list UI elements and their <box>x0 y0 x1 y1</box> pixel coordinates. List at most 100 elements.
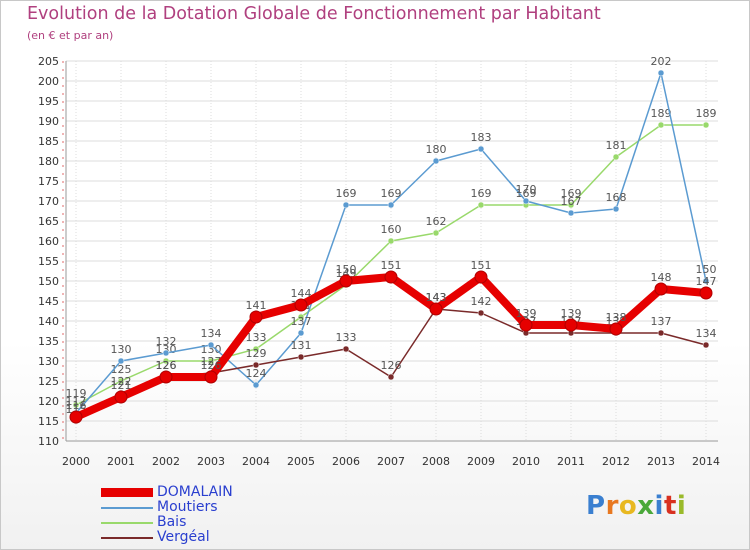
data-point-moutiers <box>117 357 125 365</box>
legend-label-domalain: DOMALAIN <box>157 484 233 500</box>
data-label-vergeal: 133 <box>336 331 357 344</box>
logo-letter: t <box>663 491 677 521</box>
data-label-bais: 189 <box>696 107 717 120</box>
data-point-domalain <box>384 270 398 284</box>
y-tick-label: 175 <box>38 175 59 188</box>
chart-title: Evolution de la Dotation Globale de Fonc… <box>27 4 601 24</box>
data-point-bais <box>432 229 440 237</box>
y-tick-label: 135 <box>38 335 59 348</box>
y-tick-label: 185 <box>38 135 59 148</box>
legend-label-vergeal: Vergéal <box>157 529 210 545</box>
data-label-moutiers: 124 <box>246 367 267 380</box>
y-tick-label: 150 <box>38 275 59 288</box>
y-tick-label: 170 <box>38 195 59 208</box>
data-point-bais <box>702 121 710 129</box>
x-tick-label: 2013 <box>647 455 675 468</box>
data-point-vergeal <box>477 309 485 317</box>
x-tick-label: 2002 <box>152 455 180 468</box>
data-point-domalain <box>474 270 488 284</box>
data-point-domalain <box>699 286 713 300</box>
x-tick-label: 2004 <box>242 455 270 468</box>
y-tick-label: 160 <box>38 235 59 248</box>
data-point-moutiers <box>477 145 485 153</box>
data-point-vergeal <box>657 329 665 337</box>
data-point-bais <box>387 237 395 245</box>
logo-letter: r <box>605 491 619 521</box>
y-tick-label: 115 <box>38 415 59 428</box>
x-tick-label: 2003 <box>197 455 225 468</box>
x-tick-label: 2005 <box>287 455 315 468</box>
data-point-moutiers <box>612 205 620 213</box>
logo-letter: P <box>586 491 606 521</box>
data-label-moutiers: 183 <box>471 131 492 144</box>
data-label-moutiers: 169 <box>336 187 357 200</box>
data-label-bais: 162 <box>426 215 447 228</box>
legend-label-bais: Bais <box>157 514 187 530</box>
y-tick-label: 145 <box>38 295 59 308</box>
data-label-domalain: 116 <box>66 399 87 412</box>
y-tick-label: 200 <box>38 75 59 88</box>
data-label-bais: 133 <box>246 331 267 344</box>
data-point-moutiers <box>657 69 665 77</box>
data-point-domalain <box>159 370 173 384</box>
data-label-moutiers: 137 <box>291 315 312 328</box>
data-point-domalain <box>294 298 308 312</box>
data-label-domalain: 138 <box>606 311 627 324</box>
data-label-bais: 160 <box>381 223 402 236</box>
y-tick-label: 120 <box>38 395 59 408</box>
data-point-bais <box>72 401 80 409</box>
x-tick-label: 2010 <box>512 455 540 468</box>
y-tick-label: 180 <box>38 155 59 168</box>
data-label-domalain: 143 <box>426 291 447 304</box>
data-point-vergeal <box>702 341 710 349</box>
data-label-moutiers: 150 <box>696 263 717 276</box>
data-label-bais: 169 <box>561 187 582 200</box>
data-label-bais: 181 <box>606 139 627 152</box>
data-point-moutiers <box>207 341 215 349</box>
x-tick-label: 2009 <box>467 455 495 468</box>
data-label-domalain: 139 <box>561 307 582 320</box>
data-label-domalain: 151 <box>471 259 492 272</box>
data-label-moutiers: 132 <box>156 335 177 348</box>
x-tick-label: 2006 <box>332 455 360 468</box>
plot-area <box>66 61 718 441</box>
data-point-moutiers <box>252 381 260 389</box>
data-point-bais <box>252 345 260 353</box>
data-point-bais <box>657 121 665 129</box>
data-point-domalain <box>249 310 263 324</box>
data-label-domalain: 121 <box>111 379 132 392</box>
data-point-moutiers <box>297 329 305 337</box>
logo-letter: i <box>676 491 687 521</box>
data-point-domalain <box>429 302 443 316</box>
data-label-domalain: 151 <box>381 259 402 272</box>
data-label-vergeal: 134 <box>696 327 717 340</box>
data-label-domalain: 126 <box>156 359 177 372</box>
legend-swatch-bais <box>101 522 153 524</box>
chart-subtitle: (en € et par an) <box>27 29 114 42</box>
data-label-vergeal: 137 <box>651 315 672 328</box>
data-label-moutiers: 169 <box>381 187 402 200</box>
x-tick-label: 2012 <box>602 455 630 468</box>
x-tick-label: 2008 <box>422 455 450 468</box>
data-point-bais <box>207 357 215 365</box>
data-point-domalain <box>564 318 578 332</box>
data-label-domalain: 126 <box>201 359 222 372</box>
logo-letter: o <box>618 491 638 521</box>
data-label-vergeal: 142 <box>471 295 492 308</box>
data-label-domalain: 141 <box>246 299 267 312</box>
x-tick-label: 2014 <box>692 455 720 468</box>
x-tick-label: 2000 <box>62 455 90 468</box>
data-label-domalain: 147 <box>696 275 717 288</box>
legend-swatch-vergeal <box>101 537 153 539</box>
data-point-vergeal <box>342 345 350 353</box>
data-point-moutiers <box>387 201 395 209</box>
data-label-vergeal: 122 <box>111 375 132 388</box>
data-point-domalain <box>654 282 668 296</box>
data-point-bais <box>162 357 170 365</box>
data-label-bais: 119 <box>66 387 87 400</box>
data-label-bais: 169 <box>471 187 492 200</box>
y-tick-label: 140 <box>38 315 59 328</box>
y-tick-label: 190 <box>38 115 59 128</box>
data-label-moutiers: 117 <box>66 395 87 408</box>
